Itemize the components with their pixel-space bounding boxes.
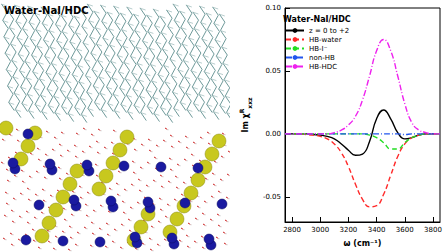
svg-text:xxz: xxz: [246, 97, 253, 109]
svg-text:z = 0 to +2: z = 0 to +2: [309, 27, 349, 35]
svg-text:Im χ: Im χ: [241, 113, 250, 132]
svg-text:3400: 3400: [368, 226, 386, 234]
svg-text:3200: 3200: [340, 226, 358, 234]
svg-text:ω (cm⁻¹): ω (cm⁻¹): [344, 239, 382, 248]
svg-text:2800: 2800: [283, 226, 301, 234]
svg-text:0.10: 0.10: [265, 4, 281, 12]
svg-text:HB-I⁻: HB-I⁻: [309, 45, 328, 53]
svg-text:Water-NaI/HDC: Water-NaI/HDC: [283, 15, 351, 24]
svg-text:R: R: [238, 108, 245, 113]
svg-text:-0.05: -0.05: [263, 193, 281, 201]
svg-text:3000: 3000: [311, 226, 329, 234]
svg-text:3600: 3600: [396, 226, 414, 234]
svg-text:non-HB: non-HB: [309, 54, 335, 62]
svg-text:HB-water: HB-water: [309, 36, 342, 44]
svg-text:Water-NaI/HDC: Water-NaI/HDC: [4, 5, 89, 16]
svg-text:HB-HDC: HB-HDC: [309, 63, 337, 71]
svg-text:0.05: 0.05: [265, 67, 281, 75]
svg-text:0.00: 0.00: [265, 130, 281, 138]
svg-text:3800: 3800: [424, 226, 442, 234]
